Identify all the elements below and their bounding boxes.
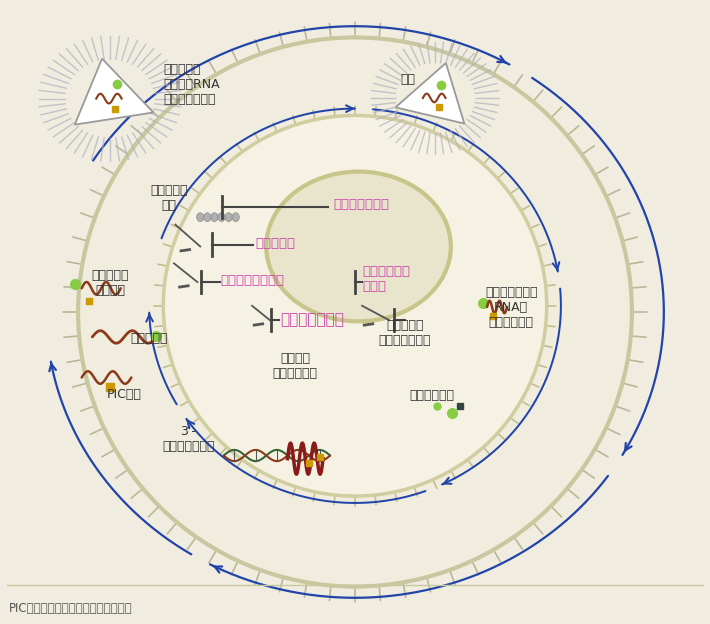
Text: ウイルスの
付着: ウイルスの 付着 [151, 184, 187, 212]
Text: 逆転写酵素: 逆転写酵素 [131, 333, 168, 345]
Text: 共受容体阻害剤: 共受容体阻害剤 [334, 198, 390, 211]
Ellipse shape [225, 213, 232, 222]
Text: プロテアーゼ: プロテアーゼ [409, 389, 454, 402]
Text: プロテアーゼ
阻害剤: プロテアーゼ 阻害剤 [362, 265, 410, 293]
Text: 逆転写酵素
ウイルスRNA
インテグラーゼ: 逆転写酵素 ウイルスRNA インテグラーゼ [163, 63, 220, 105]
Polygon shape [395, 63, 464, 124]
Ellipse shape [197, 213, 204, 222]
Text: ラルテグラビル: ラルテグラビル [280, 313, 344, 328]
Text: 3'-
プロセッシング: 3'- プロセッシング [162, 425, 214, 452]
Text: ウイルス蛋白と
RNAの
アッセンブリ: ウイルス蛋白と RNAの アッセンブリ [485, 286, 537, 328]
Text: 出芽: 出芽 [400, 74, 416, 86]
Text: 逆転写酵素阻害剤: 逆転写酵素阻害剤 [220, 275, 284, 287]
Ellipse shape [266, 172, 451, 321]
Text: ウイルス－
細胞融合: ウイルス－ 細胞融合 [92, 269, 129, 296]
Polygon shape [75, 59, 153, 125]
Ellipse shape [78, 37, 632, 587]
Text: PIC形成: PIC形成 [106, 389, 142, 401]
Ellipse shape [163, 115, 547, 496]
Text: 蛋白分解的
プロセッシング: 蛋白分解的 プロセッシング [378, 319, 431, 346]
Ellipse shape [218, 213, 225, 222]
Ellipse shape [211, 213, 218, 222]
Text: PIC：プレインテグレーション複合体: PIC：プレインテグレーション複合体 [9, 602, 132, 615]
Ellipse shape [232, 213, 239, 222]
Text: 組み込み
（転移結合）: 組み込み （転移結合） [273, 352, 318, 379]
Text: 融合阻害剤: 融合阻害剤 [256, 237, 295, 250]
Ellipse shape [204, 213, 211, 222]
